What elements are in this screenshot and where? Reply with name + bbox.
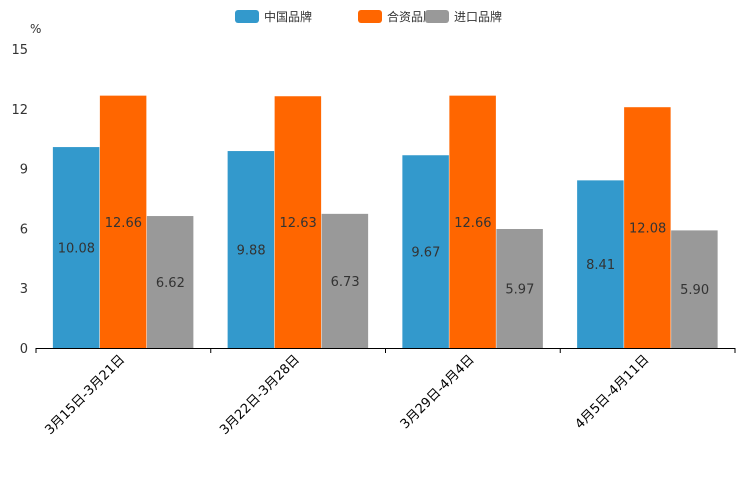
data-label: 5.97 bbox=[505, 282, 534, 297]
y-tick-label: 3 bbox=[20, 282, 28, 297]
bar-3-2 bbox=[321, 213, 369, 348]
x-axis: 3月15日-3月21日 3月22日-3月28日 3月29日-4月4日 4月5日-4月1… bbox=[35, 348, 736, 438]
legend-swatch bbox=[425, 10, 449, 23]
data-label: 12.63 bbox=[280, 216, 317, 231]
bar-3-1 bbox=[146, 216, 194, 348]
y-tick-label: 6 bbox=[20, 222, 28, 237]
bar-2-3 bbox=[449, 95, 496, 348]
bar-1-4 bbox=[577, 180, 624, 348]
legend-label: 中国品牌 bbox=[264, 9, 312, 24]
data-label: 8.41 bbox=[586, 258, 615, 273]
legend: 中国品牌 合资品牌 进口品牌 bbox=[235, 9, 502, 24]
x-tick-label: 4月5日-4月11日 bbox=[573, 352, 653, 432]
data-label: 6.73 bbox=[331, 275, 360, 290]
bar-1-2 bbox=[227, 151, 275, 348]
data-label: 9.88 bbox=[237, 244, 266, 259]
data-label: 12.08 bbox=[629, 222, 666, 237]
legend-swatch bbox=[358, 10, 382, 23]
data-label: 5.90 bbox=[680, 283, 709, 298]
data-label: 6.62 bbox=[156, 276, 185, 291]
bar-2-4 bbox=[624, 107, 671, 349]
data-label: 9.67 bbox=[411, 246, 440, 261]
legend-label: 合资品牌 bbox=[387, 9, 435, 24]
data-label: 10.08 bbox=[58, 242, 95, 257]
bar-3-4 bbox=[671, 230, 718, 348]
bar-2-2 bbox=[274, 96, 322, 348]
x-tick-label: 3月15日-3月21日 bbox=[42, 352, 128, 438]
x-tick-label: 3月29日-4月4日 bbox=[398, 352, 478, 432]
bars: 10.08 12.66 6.62 9.88 12.63 6.73 9.67 12.66 5.97… bbox=[52, 95, 718, 349]
bar-3-3 bbox=[496, 228, 543, 348]
bar-1-3 bbox=[402, 155, 449, 348]
bar-2-1 bbox=[99, 95, 147, 348]
legend-label: 进口品牌 bbox=[454, 10, 502, 24]
legend-swatch bbox=[235, 10, 259, 23]
y-tick-label: 0 bbox=[20, 342, 28, 357]
y-tick-label: 12 bbox=[11, 103, 28, 118]
data-label: 12.66 bbox=[105, 216, 142, 231]
y-tick-label: 9 bbox=[20, 163, 28, 178]
y-axis-unit-label: % bbox=[30, 22, 41, 36]
data-label: 12.66 bbox=[454, 216, 491, 231]
bar-1-1 bbox=[52, 147, 100, 348]
x-tick-label: 3月22日-3月28日 bbox=[217, 352, 303, 438]
y-tick-label: 15 bbox=[11, 43, 28, 58]
y-axis: 0 3 6 9 12 15 bbox=[11, 43, 28, 357]
